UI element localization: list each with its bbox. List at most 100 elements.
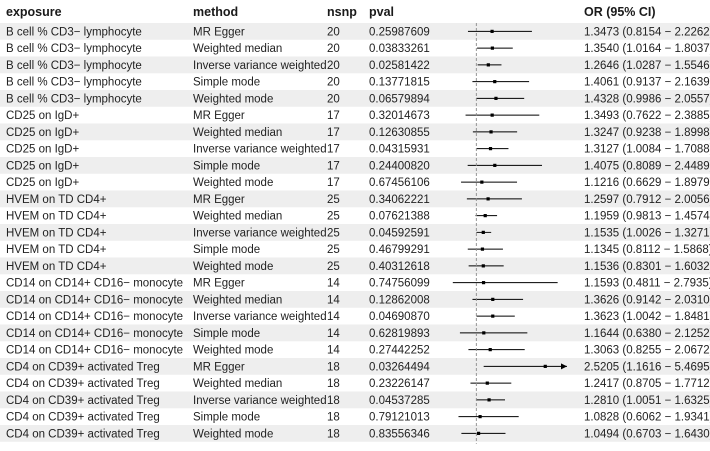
cell-nsnp: 18 (327, 428, 340, 440)
cell-method: MR Egger (193, 110, 245, 122)
row-band (0, 324, 710, 342)
column-headers: exposure method nsnp pval OR (95% CI) (6, 5, 656, 19)
or-point (490, 113, 494, 117)
row-band (0, 157, 710, 174)
cell-or: 1.1593 (0.4811 − 2.7935) (584, 278, 710, 290)
cell-exposure: CD14 on CD14+ CD16− monocyte (6, 345, 183, 357)
cell-exposure: B cell % CD3− lymphocyte (6, 43, 142, 55)
cell-pval: 0.03833261 (369, 43, 430, 55)
cell-nsnp: 14 (327, 294, 340, 306)
cell-nsnp: 17 (327, 127, 340, 139)
or-point (491, 297, 495, 301)
or-point (489, 130, 493, 134)
cell-nsnp: 20 (327, 60, 340, 72)
cell-or: 1.4061 (0.9137 − 2.1639) (584, 77, 710, 89)
header-method: method (193, 5, 238, 19)
cell-exposure: B cell % CD3− lymphocyte (6, 93, 142, 105)
cell-pval: 0.83556346 (369, 428, 430, 440)
cell-method: Weighted median (193, 43, 282, 55)
or-point (488, 348, 492, 352)
cell-pval: 0.62819893 (369, 328, 430, 340)
forest-marks (452, 23, 567, 444)
cell-method: Weighted median (193, 127, 282, 139)
cell-pval: 0.04537285 (369, 395, 430, 407)
cell-nsnp: 14 (327, 345, 340, 357)
cell-exposure: CD4 on CD39+ activated Treg (6, 428, 160, 440)
cell-or: 1.0494 (0.6703 − 1.6430) (584, 428, 710, 440)
cell-or: 1.3626 (0.9142 − 2.0310) (584, 294, 710, 306)
or-point (486, 63, 490, 67)
row-band (0, 23, 710, 40)
cell-method: Inverse variance weighted (193, 144, 327, 156)
or-point (481, 264, 485, 268)
cell-exposure: CD25 on IgD+ (6, 144, 79, 156)
cell-or: 1.2646 (1.0287 − 1.5546) (584, 60, 710, 72)
cell-pval: 0.25987609 (369, 26, 430, 38)
cell-method: Weighted mode (193, 428, 273, 440)
cell-pval: 0.12630855 (369, 127, 430, 139)
cell-exposure: CD4 on CD39+ activated Treg (6, 412, 160, 424)
cell-or: 1.3063 (0.8255 − 2.0672) (584, 345, 710, 357)
row-band (0, 257, 710, 275)
cell-or: 1.2597 (0.7912 − 2.0056) (584, 194, 710, 206)
or-point (480, 247, 485, 251)
ci-arrow (561, 363, 567, 370)
cell-pval: 0.23226147 (369, 378, 430, 390)
cell-pval: 0.40312618 (369, 261, 430, 273)
cell-nsnp: 20 (327, 93, 340, 105)
or-point (480, 180, 484, 184)
cell-or: 1.2417 (0.8705 − 1.7712) (584, 378, 710, 390)
cell-exposure: CD25 on IgD+ (6, 177, 79, 189)
cell-exposure: CD14 on CD14+ CD16− monocyte (6, 294, 183, 306)
or-point (487, 398, 491, 402)
cell-or: 1.1535 (1.0026 − 1.3271) (584, 227, 710, 239)
cell-pval: 0.03264494 (369, 361, 430, 373)
cell-exposure: CD14 on CD14+ CD16− monocyte (6, 311, 183, 323)
cell-nsnp: 17 (327, 160, 340, 172)
cell-or: 1.0828 (0.6062 − 1.9341) (584, 412, 710, 424)
or-point (485, 381, 489, 385)
cell-method: Inverse variance weighted (193, 311, 327, 323)
header-exposure: exposure (6, 5, 62, 19)
row-band (0, 358, 710, 375)
or-point (481, 281, 486, 285)
cell-nsnp: 14 (327, 328, 340, 340)
cell-or: 1.3623 (1.0042 − 1.8481) (584, 311, 710, 323)
cell-or: 1.3540 (1.0164 − 1.8037) (584, 43, 710, 55)
cell-pval: 0.04592591 (369, 227, 430, 239)
cell-or: 1.4328 (0.9986 − 2.0557) (584, 93, 710, 105)
or-point (494, 96, 498, 100)
cell-method: MR Egger (193, 361, 245, 373)
cell-or: 1.1536 (0.8301 − 1.6032) (584, 261, 710, 273)
cell-exposure: HVEM on TD CD4+ (6, 244, 107, 256)
header-or: OR (95% CI) (584, 5, 656, 19)
cell-or: 1.1959 (0.9813 − 1.4574) (584, 211, 710, 223)
cell-exposure: CD25 on IgD+ (6, 127, 79, 139)
row-band (0, 291, 710, 308)
or-point (491, 314, 495, 318)
cell-method: Inverse variance weighted (193, 227, 327, 239)
cell-pval: 0.27442252 (369, 345, 430, 357)
cell-nsnp: 18 (327, 361, 340, 373)
cell-exposure: HVEM on TD CD4+ (6, 227, 107, 239)
cell-pval: 0.04690870 (369, 311, 430, 323)
cell-pval: 0.79121013 (369, 412, 430, 424)
or-point (486, 197, 490, 201)
cell-method: Weighted median (193, 294, 282, 306)
cell-nsnp: 17 (327, 110, 340, 122)
cell-exposure: CD25 on IgD+ (6, 160, 79, 172)
cell-pval: 0.67456106 (369, 177, 430, 189)
row-band (0, 123, 710, 141)
table-cells: B cell % CD3− lymphocyte MR Egger 20 0.2598… (6, 26, 710, 440)
row-band (0, 391, 710, 409)
cell-nsnp: 14 (327, 278, 340, 290)
cell-method: Simple mode (193, 412, 260, 424)
cell-exposure: B cell % CD3− lymphocyte (6, 60, 142, 72)
cell-nsnp: 25 (327, 244, 340, 256)
cell-method: Simple mode (193, 160, 260, 172)
cell-pval: 0.46799291 (369, 244, 430, 256)
cell-method: Inverse variance weighted (193, 60, 327, 72)
cell-method: Weighted median (193, 378, 282, 390)
cell-pval: 0.34062221 (369, 194, 430, 206)
cell-or: 1.3493 (0.7622 − 2.3885) (584, 110, 710, 122)
